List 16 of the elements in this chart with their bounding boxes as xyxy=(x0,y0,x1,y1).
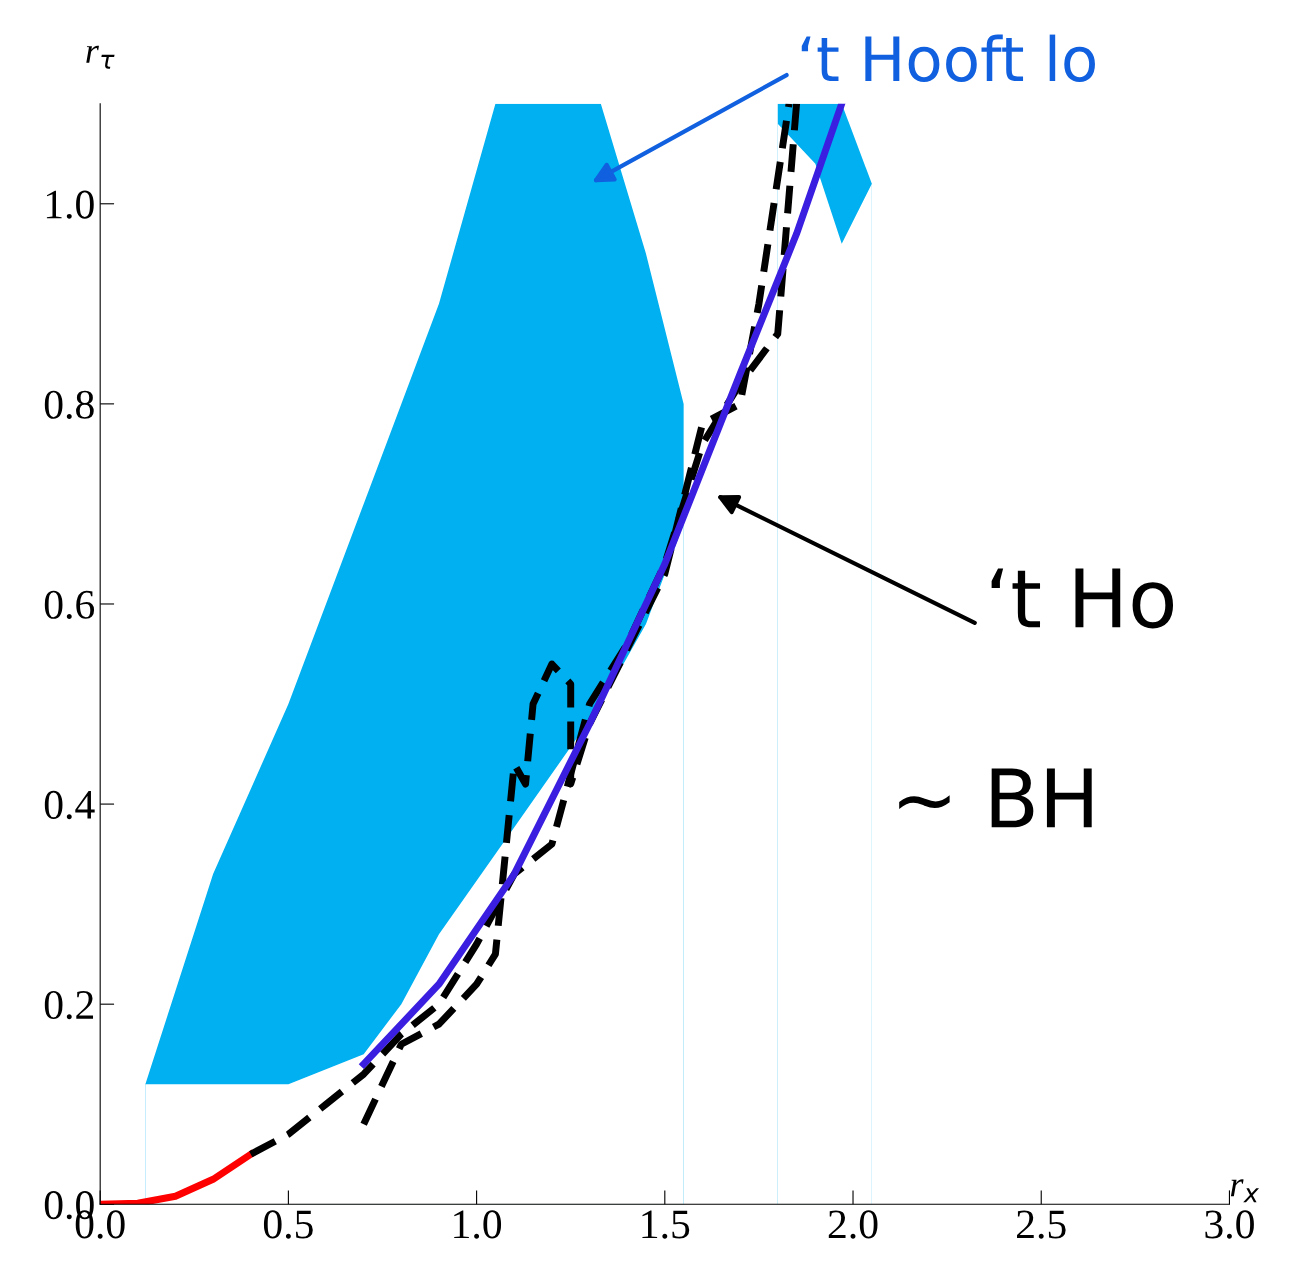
annotation: ∼ BH xyxy=(899,768,1092,828)
x-tick-label: 3.0 xyxy=(1205,1210,1254,1239)
y-tick-label: 0.4 xyxy=(44,790,95,820)
y-tick-label: 0.8 xyxy=(44,390,94,419)
text: ‘t Hooft lo xyxy=(801,34,1095,82)
x-tick-label: 2.5 xyxy=(1017,1210,1066,1239)
y-tick-label: 0.2 xyxy=(44,990,94,1020)
x-tick-label: 0.5 xyxy=(263,1210,313,1239)
y-tick-label: 1.0 xyxy=(46,190,94,219)
x-tick-label: 1.5 xyxy=(642,1210,690,1239)
x-tick-label: 2.0 xyxy=(828,1210,878,1239)
y-axis-title: r$_{τ}$ xyxy=(86,45,115,69)
y-tick-label: 0.6 xyxy=(44,590,95,620)
annotation: ‘t Ho xyxy=(991,568,1174,629)
x-axis-title: r$_{x}$ xyxy=(1230,1179,1260,1203)
x-tick-label: 1.0 xyxy=(454,1210,502,1239)
